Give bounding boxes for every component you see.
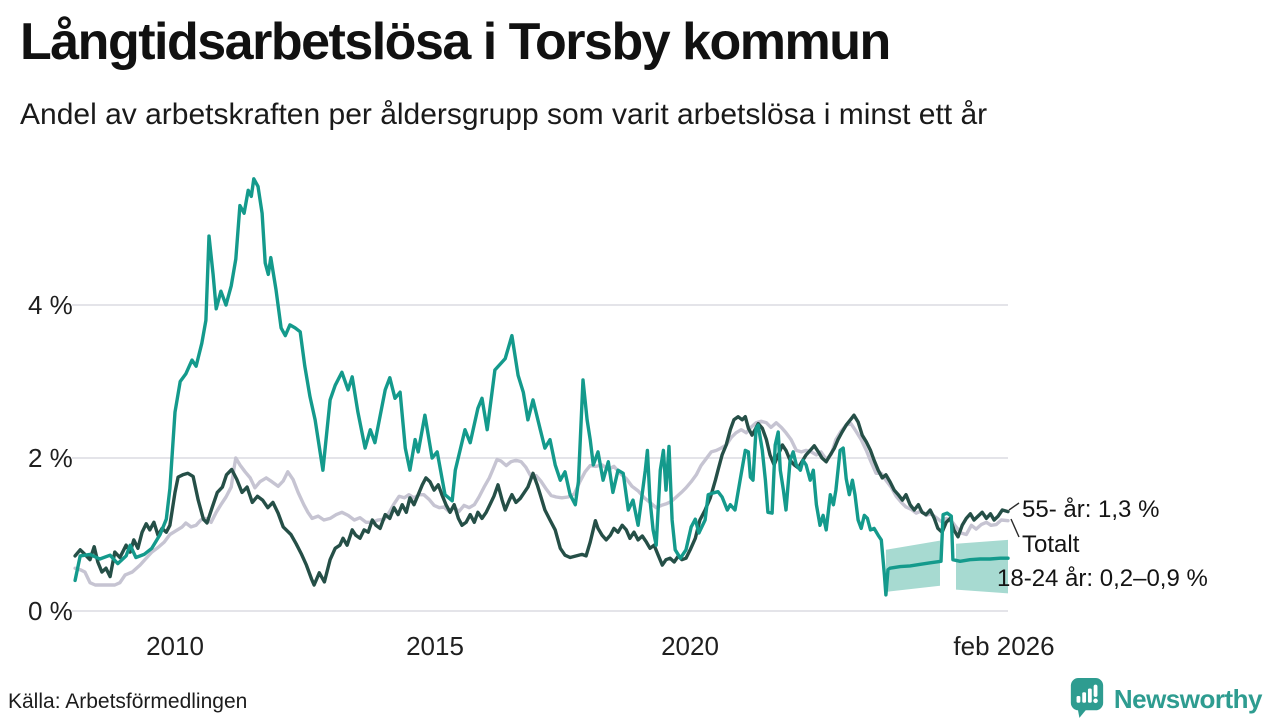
y-axis-tick-4: 4 % bbox=[28, 290, 73, 320]
series-label-18-24: 18-24 år: 0,2–0,9 % bbox=[997, 565, 1208, 592]
series-line-55-r bbox=[73, 413, 1010, 587]
x-axis-tick-2010: 2010 bbox=[146, 631, 204, 661]
source-note: Källa: Arbetsförmedlingen bbox=[8, 690, 248, 713]
y-axis-tick-2: 2 % bbox=[28, 443, 73, 473]
x-axis-tick-feb2026: feb 2026 bbox=[953, 631, 1055, 661]
newsworthy-wordmark: Newsworthy bbox=[1113, 684, 1263, 714]
x-axis-tick-2015: 2015 bbox=[406, 631, 464, 661]
chart-subtitle: Andel av arbetskraften per åldersgrupp s… bbox=[20, 98, 988, 131]
uncertainty-band bbox=[956, 539, 1008, 594]
series-line-18-24-r bbox=[73, 177, 1010, 597]
series-line-Totalt bbox=[73, 419, 1010, 587]
y-axis-tick-0: 0 % bbox=[28, 596, 73, 626]
newsworthy-bubble-chart-icon bbox=[1068, 676, 1106, 720]
label-leader-line bbox=[1010, 518, 1020, 538]
newsworthy-logo: Newsworthy bbox=[1068, 676, 1263, 720]
series-label-55: 55- år: 1,3 % bbox=[1022, 496, 1160, 523]
series-label-totalt: Totalt bbox=[1022, 531, 1080, 558]
label-leader-line bbox=[1008, 502, 1020, 511]
x-axis-tick-2020: 2020 bbox=[661, 631, 719, 661]
chart-title: Långtidsarbetslösa i Torsby kommun bbox=[20, 13, 891, 71]
